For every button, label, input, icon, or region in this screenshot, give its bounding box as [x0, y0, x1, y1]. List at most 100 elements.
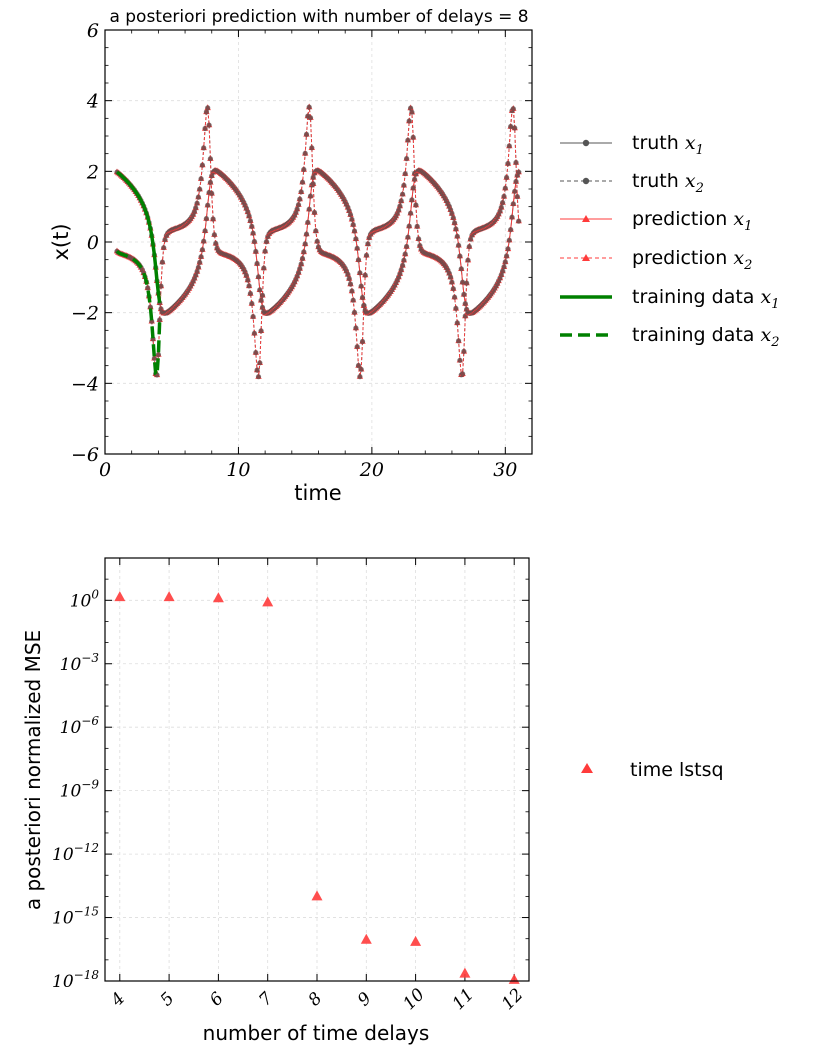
- bottom-x-label: number of time delays: [203, 1021, 430, 1045]
- truth-marker: [313, 228, 319, 234]
- truth-marker: [465, 257, 471, 263]
- truth-marker: [207, 156, 213, 162]
- truth-marker: [347, 281, 354, 287]
- bottom-x-tick-label: 5: [157, 989, 179, 1011]
- truth-marker: [198, 254, 204, 260]
- truth-marker: [460, 371, 466, 377]
- bottom-x-tick-label: 9: [354, 988, 376, 1010]
- truth-marker: [155, 352, 161, 358]
- truth-marker: [461, 348, 467, 354]
- top-x-tick-label: 20: [359, 459, 384, 481]
- truth-marker: [262, 248, 268, 254]
- bottom-y-tick-label: 10−12: [52, 841, 99, 865]
- truth-marker: [310, 181, 316, 187]
- mse-marker: [212, 592, 224, 603]
- truth-marker: [405, 137, 411, 143]
- mse-marker: [410, 935, 422, 946]
- truth-marker: [359, 338, 366, 345]
- truth-marker: [353, 236, 359, 242]
- truth-marker: [298, 189, 304, 195]
- top-chart: a posteriori prediction with number of d…: [49, 7, 533, 505]
- truth-marker: [365, 241, 371, 247]
- truth-marker: [207, 179, 213, 185]
- top-y-label: x(t): [49, 223, 73, 260]
- truth-marker: [255, 274, 262, 280]
- truth-marker: [501, 193, 507, 199]
- truth-marker: [400, 191, 406, 197]
- bottom-x-tick-label: 8: [305, 988, 327, 1010]
- truth-marker: [510, 201, 516, 207]
- legend-label: truth: [632, 170, 679, 192]
- truth-marker: [516, 169, 522, 175]
- truth-marker: [513, 159, 519, 166]
- truth-marker: [306, 206, 312, 212]
- top-y-tick-label: −6: [71, 444, 99, 466]
- truth-marker: [410, 185, 416, 191]
- truth-marker: [508, 227, 514, 233]
- legend-item-training-x1: training data x1: [560, 286, 780, 312]
- truth-marker: [413, 202, 419, 208]
- truth-marker: [357, 374, 363, 380]
- truth-marker: [307, 115, 314, 121]
- truth-marker: [247, 290, 253, 297]
- svg-text:truth x2: truth x2: [632, 170, 704, 196]
- truth-marker: [452, 294, 458, 300]
- truth-marker: [412, 176, 418, 182]
- truth-marker: [297, 196, 303, 202]
- truth-marker: [211, 232, 217, 238]
- truth-marker: [246, 283, 252, 289]
- truth-marker: [409, 109, 415, 115]
- truth-marker: [261, 265, 267, 271]
- top-y-tick-label: 6: [87, 20, 99, 42]
- truth-marker: [295, 270, 302, 276]
- truth-marker: [151, 355, 157, 361]
- bottom-x-tick-label: 11: [449, 985, 478, 1014]
- truth-marker: [361, 302, 367, 308]
- legend-label: truth: [632, 132, 679, 154]
- truth-marker: [193, 205, 199, 211]
- truth-marker: [349, 288, 355, 294]
- truth-marker: [346, 276, 352, 282]
- truth-marker: [202, 228, 208, 234]
- truth-marker: [251, 330, 257, 336]
- truth-marker: [349, 216, 355, 222]
- truth-marker: [410, 134, 416, 140]
- legend-item-training-x2: training data x2: [560, 324, 780, 350]
- truth-marker: [250, 314, 256, 320]
- bottom-chart: 4 5 6 7 8 9 10 11 12 100 10−3 10−6 10−9 10−12 10−15 10−…: [21, 557, 530, 1045]
- truth-marker: [263, 239, 270, 245]
- top-x-tick-label: 0: [99, 459, 111, 481]
- truth-marker: [452, 220, 458, 226]
- truth-marker: [295, 202, 302, 208]
- truth-marker: [357, 270, 363, 276]
- truth-marker: [400, 262, 406, 268]
- truth-marker: [457, 357, 463, 363]
- truth-marker: [500, 200, 506, 206]
- truth-marker: [355, 362, 362, 369]
- top-y-tick-label: 2: [86, 161, 99, 183]
- truth-marker: [454, 320, 460, 326]
- truth-marker: [505, 246, 511, 252]
- truth-marker: [404, 156, 410, 162]
- mse-marker: [163, 591, 175, 602]
- truth-marker: [453, 226, 459, 232]
- truth-marker: [253, 248, 259, 255]
- truth-marker: [294, 206, 300, 212]
- truth-marker: [397, 203, 403, 209]
- truth-marker: [245, 277, 251, 283]
- mse-marker: [311, 890, 323, 901]
- truth-marker: [402, 251, 408, 257]
- top-y-tick-label: −4: [71, 373, 99, 395]
- truth-marker: [145, 285, 151, 291]
- bottom-plot-frame: [104, 557, 530, 982]
- truth-marker: [502, 185, 508, 191]
- top-chart-title: a posteriori prediction with number of d…: [109, 7, 528, 27]
- legend-label: prediction: [632, 247, 727, 269]
- truth-marker: [161, 245, 167, 251]
- truth-marker: [205, 105, 211, 111]
- truth-marker: [464, 280, 470, 286]
- training-x2-line: [115, 249, 162, 379]
- truth-marker: [246, 213, 252, 219]
